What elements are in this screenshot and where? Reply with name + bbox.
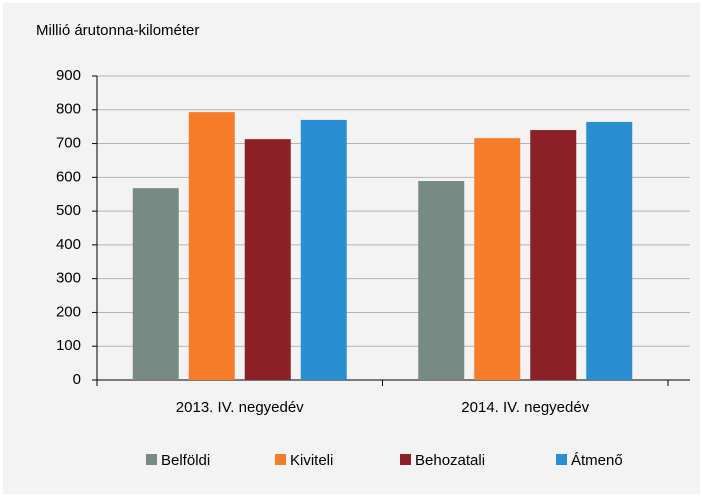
x-tick-label: 2013. IV. negyedév	[176, 399, 304, 416]
y-tick-label: 100	[56, 337, 81, 354]
bar	[132, 188, 179, 380]
legend-swatch	[275, 454, 286, 465]
legend-label: Behozatali	[415, 452, 485, 469]
y-axis-title: Millió árutonna-kilométer	[36, 22, 199, 39]
y-tick-label: 200	[56, 303, 81, 320]
y-tick-label: 0	[73, 371, 81, 388]
bar	[530, 130, 577, 380]
legend-swatch	[400, 454, 411, 465]
y-tick-label: 500	[56, 202, 81, 219]
bar	[474, 138, 521, 380]
x-tick-label: 2014. IV. negyedév	[461, 399, 589, 416]
bar	[188, 112, 235, 381]
y-tick-label: 900	[56, 67, 81, 84]
bar	[244, 139, 291, 380]
y-tick-label: 400	[56, 236, 81, 253]
y-tick-label: 800	[56, 101, 81, 118]
bar	[300, 119, 347, 381]
legend-swatch	[556, 454, 567, 465]
legend-swatch	[146, 454, 157, 465]
legend-label: Kiviteli	[290, 452, 333, 469]
legend-label: Átmenő	[571, 452, 623, 469]
bar	[586, 121, 633, 380]
legend-label: Belföldi	[161, 452, 210, 469]
bar	[418, 181, 465, 380]
y-tick-label: 600	[56, 168, 81, 185]
y-tick-label: 700	[56, 135, 81, 152]
y-tick-label: 300	[56, 270, 81, 287]
